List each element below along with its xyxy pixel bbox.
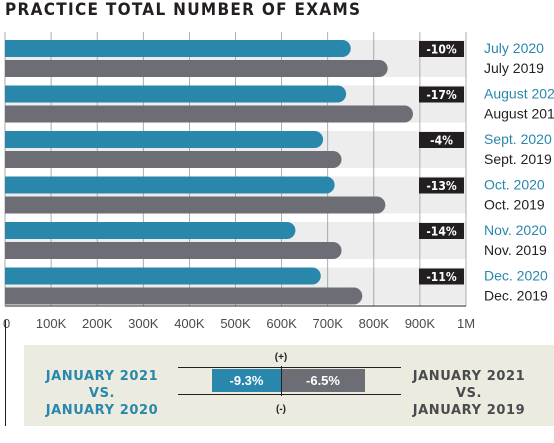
bar-2020-5	[5, 267, 313, 285]
label-2020-2: Sept. 2020	[484, 131, 552, 147]
bar-cap-2020-5	[303, 267, 321, 285]
label-2019-3: Oct. 2019	[484, 197, 545, 213]
bar-cap-2019-5	[345, 287, 363, 305]
bar-cap-2019-4	[324, 242, 342, 259]
label-2020-3: Oct. 2020	[484, 177, 545, 193]
x-tick-label-9: 900K	[405, 316, 436, 331]
bar-2019-0	[5, 60, 380, 77]
bar-cap-2019-0	[370, 60, 388, 77]
bar-2020-4	[5, 222, 287, 239]
label-2019-0: July 2019	[484, 60, 544, 76]
label-2019-1: August 2019	[484, 106, 554, 122]
change-label-3: -13%	[426, 179, 457, 193]
bar-2020-1	[5, 85, 338, 103]
bar-cap-2019-2	[324, 151, 342, 168]
change-label-0: -10%	[426, 43, 457, 57]
bar-2020-3	[5, 176, 327, 194]
comparison-label-2019-line2: JANUARY 2019	[412, 403, 526, 418]
bar-2019-5	[5, 287, 354, 305]
x-tick-label-1: 100K	[36, 316, 67, 331]
positive-marker: (+)	[274, 352, 288, 363]
change-label-1: -17%	[426, 88, 457, 102]
bar-cap-2020-2	[306, 131, 324, 148]
comparison-label-2019: JANUARY 2021 VS. JANUARY 2019	[404, 368, 534, 419]
label-2019-2: Sept. 2019	[484, 151, 552, 167]
label-2020-4: Nov. 2020	[484, 222, 547, 238]
change-badge-0	[419, 41, 464, 57]
change-badge-1	[419, 86, 464, 103]
x-tick-label-10: 1M	[457, 316, 475, 331]
bar-2019-3	[5, 196, 377, 214]
change-label-4: -14%	[426, 225, 457, 239]
bar-cap-2020-1	[329, 85, 347, 103]
negative-marker: (-)	[276, 404, 286, 415]
x-tick-label-5: 500K	[220, 316, 251, 331]
bar-cap-2020-3	[317, 176, 335, 194]
label-2019-4: Nov. 2019	[484, 242, 547, 258]
change-badge-3	[419, 177, 464, 194]
x-tick-label-8: 800K	[359, 316, 390, 331]
x-tick-label-0: 0	[3, 316, 10, 331]
comparison-axis-top	[178, 367, 401, 368]
bar-2020-2	[5, 131, 315, 148]
label-2020-5: Dec. 2020	[484, 268, 548, 284]
x-tick-label-3: 300K	[128, 316, 159, 331]
x-tick-label-7: 700K	[313, 316, 344, 331]
change-label-5: -11%	[426, 270, 457, 284]
bar-cap-2019-1	[395, 105, 413, 123]
bar-chart: -10% July 2020 July 2019 -17% August 2020 Aug…	[3, 32, 554, 331]
change-badge-2	[419, 132, 464, 148]
bar-2020-0	[5, 40, 343, 57]
comparison-bar-2019: -6.5%	[281, 369, 365, 392]
comparison-label-2020: JANUARY 2021 VS. JANUARY 2020	[38, 368, 166, 419]
change-label-2: -4%	[430, 134, 453, 148]
comparison-label-2019-line1: JANUARY 2021 VS.	[412, 369, 526, 401]
x-tick-label-2: 200K	[82, 316, 113, 331]
comparison-axis-bottom	[178, 394, 401, 395]
bar-2019-4	[5, 242, 334, 259]
label-2020-1: August 2020	[484, 86, 554, 102]
comparison-label-2020-line1: JANUARY 2021 VS.	[45, 369, 159, 401]
comparison-bar-2020: -9.3%	[212, 369, 281, 392]
change-badge-4	[419, 223, 464, 239]
x-tick-label-6: 600K	[266, 316, 297, 331]
x-tick-label-4: 400K	[174, 316, 205, 331]
label-2020-0: July 2020	[484, 40, 544, 56]
chart-title: PRACTICE TOTAL NUMBER OF EXAMS	[5, 0, 362, 20]
comparison-zero-line	[281, 366, 282, 396]
panel-divider	[5, 320, 6, 426]
bar-2019-1	[5, 105, 405, 123]
change-badge-5	[419, 268, 464, 285]
bar-cap-2020-0	[333, 40, 351, 57]
bar-cap-2020-4	[278, 222, 296, 239]
bar-cap-2019-3	[368, 196, 386, 214]
label-2019-5: Dec. 2019	[484, 288, 548, 304]
comparison-label-2020-line2: JANUARY 2020	[45, 403, 159, 418]
bar-2019-2	[5, 151, 334, 168]
